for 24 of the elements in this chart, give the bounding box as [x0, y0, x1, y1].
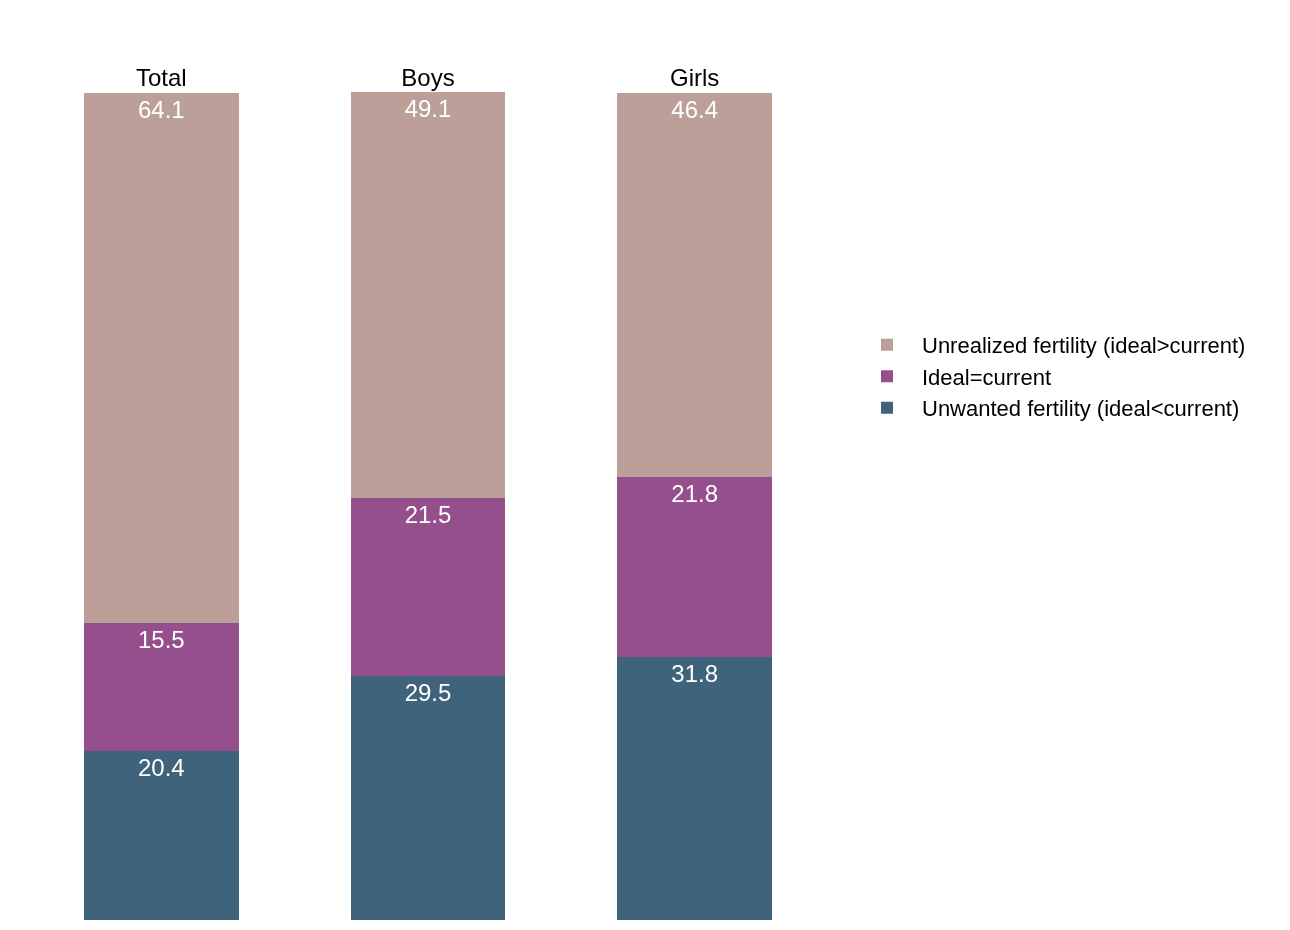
data-label: 29.5 — [404, 678, 452, 706]
data-label: 21.8 — [671, 479, 719, 507]
data-label: 31.8 — [671, 659, 719, 687]
bar — [350, 498, 506, 676]
bar — [617, 656, 772, 920]
bar — [617, 476, 772, 657]
x-tick-label: Total — [135, 64, 187, 92]
data-label: 46.4 — [671, 95, 719, 123]
bar — [617, 92, 772, 477]
bar — [350, 92, 506, 499]
legend-label: Unrealized fertility (ideal>current) — [922, 333, 1246, 359]
data-label: 15.5 — [137, 626, 185, 654]
data-label: 21.5 — [404, 501, 452, 529]
data-label: 64.1 — [137, 95, 185, 123]
x-tick-label: Boys — [401, 64, 455, 92]
legend-label: Unwanted fertility (ideal<current) — [922, 396, 1240, 422]
bar — [350, 675, 506, 920]
bar — [84, 92, 239, 624]
bar — [84, 623, 239, 752]
data-label: 20.4 — [137, 754, 185, 782]
x-tick-label: Girls — [670, 64, 720, 92]
legend-label: Ideal=current — [922, 364, 1052, 390]
bar — [84, 751, 239, 920]
data-label: 49.1 — [404, 95, 452, 122]
